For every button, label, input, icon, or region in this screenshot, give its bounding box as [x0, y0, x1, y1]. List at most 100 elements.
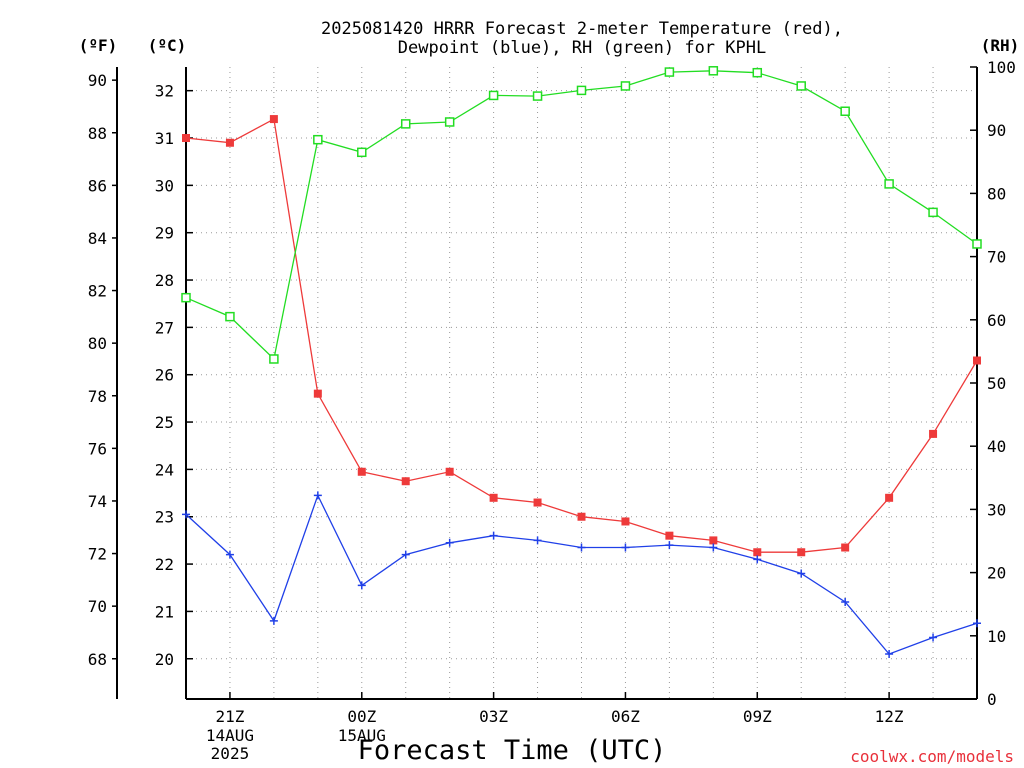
temperature-point	[445, 467, 454, 476]
grid-lines	[186, 67, 977, 699]
x-tick-date-label: 15AUG	[338, 726, 386, 745]
x-tick-label: 03Z	[479, 707, 508, 726]
rh-tick-label: 0	[987, 690, 997, 709]
celsius-tick-label: 30	[155, 176, 174, 195]
fahrenheit-tick-label: 72	[88, 545, 107, 564]
fahrenheit-tick-label: 70	[88, 597, 107, 616]
temperature-point	[225, 138, 234, 147]
temperature-point	[401, 477, 410, 486]
temperature-point	[533, 498, 542, 507]
celsius-tick-label: 28	[155, 271, 174, 290]
temperature-point	[313, 389, 322, 398]
rh-tick-label: 80	[987, 184, 1006, 203]
rh-point	[313, 134, 323, 145]
rh-point	[225, 311, 235, 322]
celsius-tick-label: 21	[155, 602, 174, 621]
temperature-point	[269, 115, 278, 124]
rh-point	[708, 66, 719, 76]
axes	[112, 66, 978, 700]
chart-title-line-2: Dewpoint (blue), RH (green) for KPHL	[398, 38, 766, 58]
rh-tick-label: 30	[987, 500, 1006, 519]
x-tick-label: 12Z	[875, 707, 904, 726]
x-tick-label: 21Z	[215, 707, 244, 726]
fahrenheit-tick-label: 78	[88, 387, 107, 406]
rh-tick-label: 50	[987, 374, 1006, 393]
fahrenheit-tick-label: 90	[88, 71, 107, 90]
rh-point	[928, 207, 938, 218]
rh-point	[576, 85, 587, 96]
rh-point	[400, 119, 411, 129]
temperature-point	[753, 548, 762, 557]
celsius-tick-label: 29	[155, 224, 174, 243]
fahrenheit-unit-label: (ºF)	[79, 36, 118, 55]
dewpoint-point	[445, 538, 454, 547]
fahrenheit-tick-label: 68	[88, 650, 107, 669]
rh-point	[796, 81, 806, 91]
site-credit: coolwx.com/models	[850, 747, 1014, 766]
dewpoint-point	[885, 650, 894, 659]
dewpoint-point	[577, 543, 586, 552]
fahrenheit-tick-label: 88	[88, 124, 107, 143]
dewpoint-point	[313, 491, 322, 500]
x-tick-date-label: 2025	[211, 744, 250, 763]
dewpoint-point	[269, 616, 278, 625]
temperature-point	[709, 536, 718, 545]
temperature-point	[182, 134, 190, 143]
fahrenheit-tick-label: 82	[88, 282, 107, 301]
rh-tick-label: 100	[987, 58, 1016, 77]
dewpoint-point	[401, 550, 410, 559]
dewpoint-point	[973, 619, 981, 628]
rh-series-line	[185, 70, 978, 361]
rh-point	[181, 292, 191, 303]
celsius-tick-label: 31	[155, 129, 174, 148]
dewpoint-point	[841, 597, 850, 606]
chart-title-line-1: 2025081420 HRRR Forecast 2-meter Tempera…	[321, 19, 843, 39]
x-tick-label: 00Z	[347, 707, 376, 726]
rh-point	[840, 106, 850, 116]
fahrenheit-tick-label: 80	[88, 334, 107, 353]
rh-tick-label: 90	[987, 121, 1006, 140]
series-markers	[181, 66, 982, 659]
rh-point	[664, 67, 675, 77]
celsius-tick-label: 26	[155, 366, 174, 385]
dewpoint-point	[665, 541, 674, 550]
rh-unit-label: (RH)	[981, 36, 1020, 55]
rh-tick-label: 40	[987, 437, 1006, 456]
tick-labels: 20 21 22 23 24 25 26 27 28 29 30 31 32 68 70 72 74 76 78 80…	[88, 58, 1016, 763]
celsius-tick-label: 22	[155, 555, 174, 574]
fahrenheit-tick-label: 84	[88, 229, 107, 248]
x-tick-label: 06Z	[611, 707, 640, 726]
dewpoint-point	[533, 536, 542, 545]
temperature-point	[489, 493, 498, 502]
dewpoint-point	[489, 531, 498, 540]
celsius-tick-label: 25	[155, 413, 174, 432]
dewpoint-point	[621, 543, 630, 552]
dewpoint-point	[929, 633, 938, 642]
dewpoint-point	[797, 569, 806, 578]
dewpoint-point	[753, 555, 762, 564]
celsius-tick-label: 32	[155, 82, 174, 101]
rh-point	[269, 354, 279, 364]
rh-tick-label: 20	[987, 564, 1006, 583]
temperature-point	[973, 356, 981, 365]
x-axis-title: Forecast Time (UTC)	[358, 735, 667, 766]
temperature-point	[621, 517, 630, 526]
rh-point	[972, 239, 982, 249]
temperature-point	[577, 512, 586, 521]
temperature-point	[797, 548, 806, 557]
rh-point	[357, 147, 367, 158]
dewpoint-point	[225, 550, 234, 559]
fahrenheit-tick-label: 86	[88, 176, 107, 195]
celsius-unit-label: (ºC)	[148, 36, 187, 55]
rh-point	[444, 117, 455, 127]
rh-tick-label: 70	[987, 248, 1006, 267]
dewpoint-point	[182, 510, 190, 519]
dewpoint-point	[357, 581, 366, 590]
rh-point	[488, 90, 499, 101]
celsius-tick-label: 23	[155, 508, 174, 527]
celsius-tick-label: 20	[155, 650, 174, 669]
x-tick-date-label: 14AUG	[206, 726, 254, 745]
fahrenheit-tick-label: 74	[88, 492, 107, 511]
celsius-tick-label: 24	[155, 460, 174, 479]
